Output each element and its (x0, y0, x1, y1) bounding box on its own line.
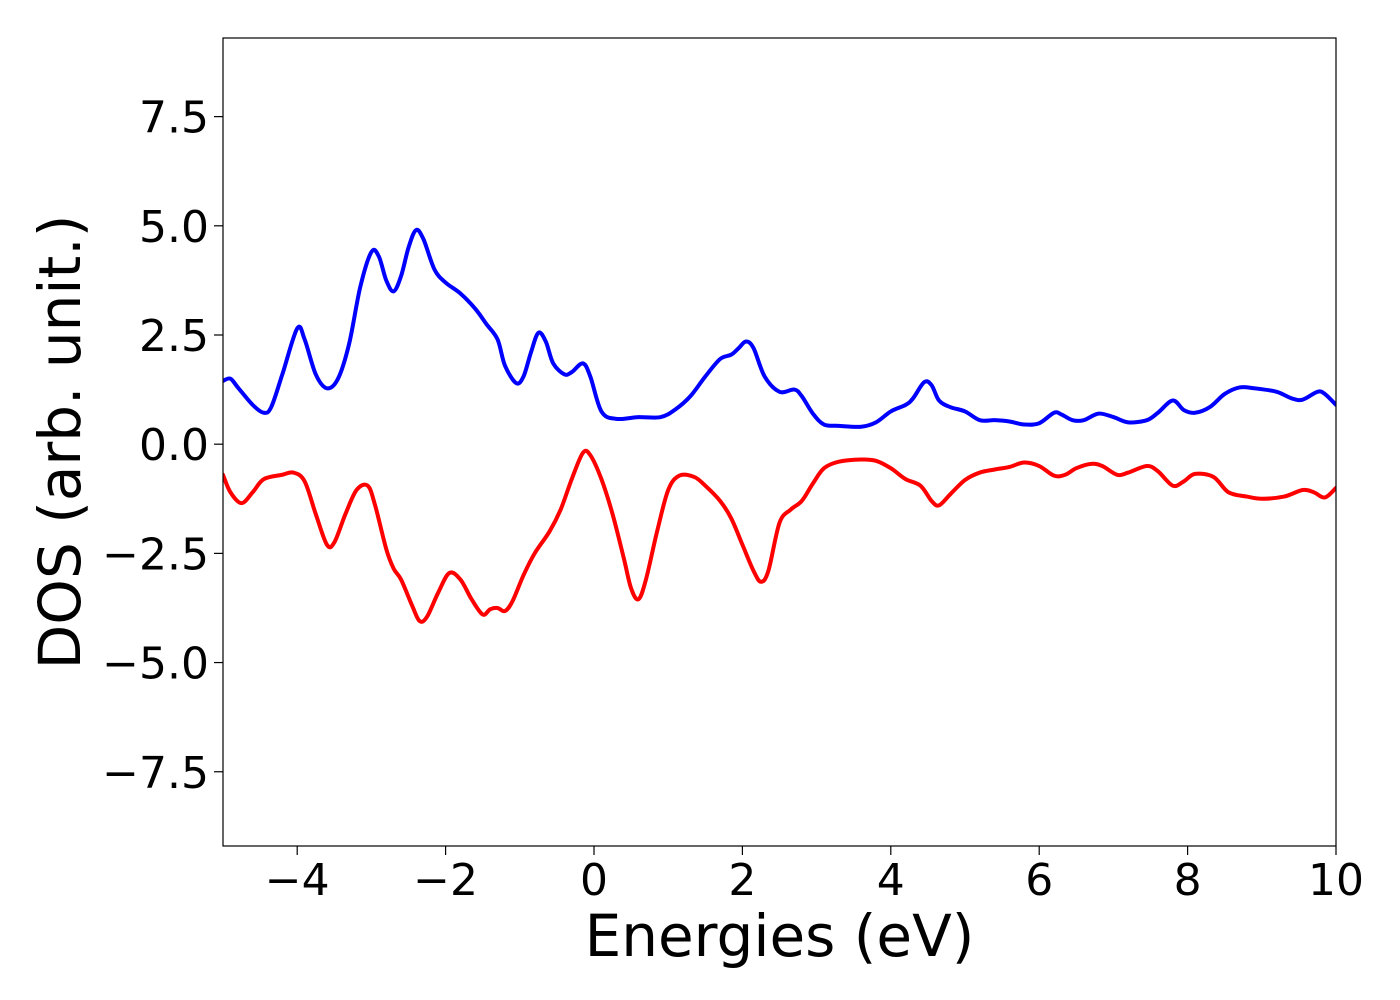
axis-ticks: −4 −2 0 2 4 6 8 10 7.5 5.0 2.5 0.0 −2.5 −5.0 −7.5 (102, 93, 1364, 906)
plot-series (223, 227, 1336, 624)
x-tick-label: 4 (877, 855, 905, 906)
series-line-2 (223, 448, 1336, 624)
y-tick-label: 2.5 (139, 311, 209, 362)
y-tick-label: 7.5 (139, 93, 209, 144)
x-tick-label: −4 (265, 855, 330, 906)
series-line-1 (223, 227, 1336, 429)
x-tick-label: 10 (1308, 855, 1364, 906)
y-tick-label: 5.0 (139, 202, 209, 253)
x-tick-label: 0 (580, 855, 608, 906)
x-tick-label: 2 (728, 855, 756, 906)
y-tick-label: −5.0 (102, 639, 209, 690)
x-tick-label: 8 (1174, 855, 1202, 906)
plot-frame (222, 37, 1337, 847)
x-tick-label: −2 (413, 855, 478, 906)
x-tick-label: 6 (1025, 855, 1053, 906)
x-axis-label: Energies (eV) (585, 902, 975, 970)
y-tick-label: 0.0 (139, 420, 209, 471)
y-axis-label: DOS (arb. unit.) (26, 215, 94, 670)
y-tick-label: −7.5 (102, 748, 209, 799)
y-tick-label: −2.5 (102, 529, 209, 580)
